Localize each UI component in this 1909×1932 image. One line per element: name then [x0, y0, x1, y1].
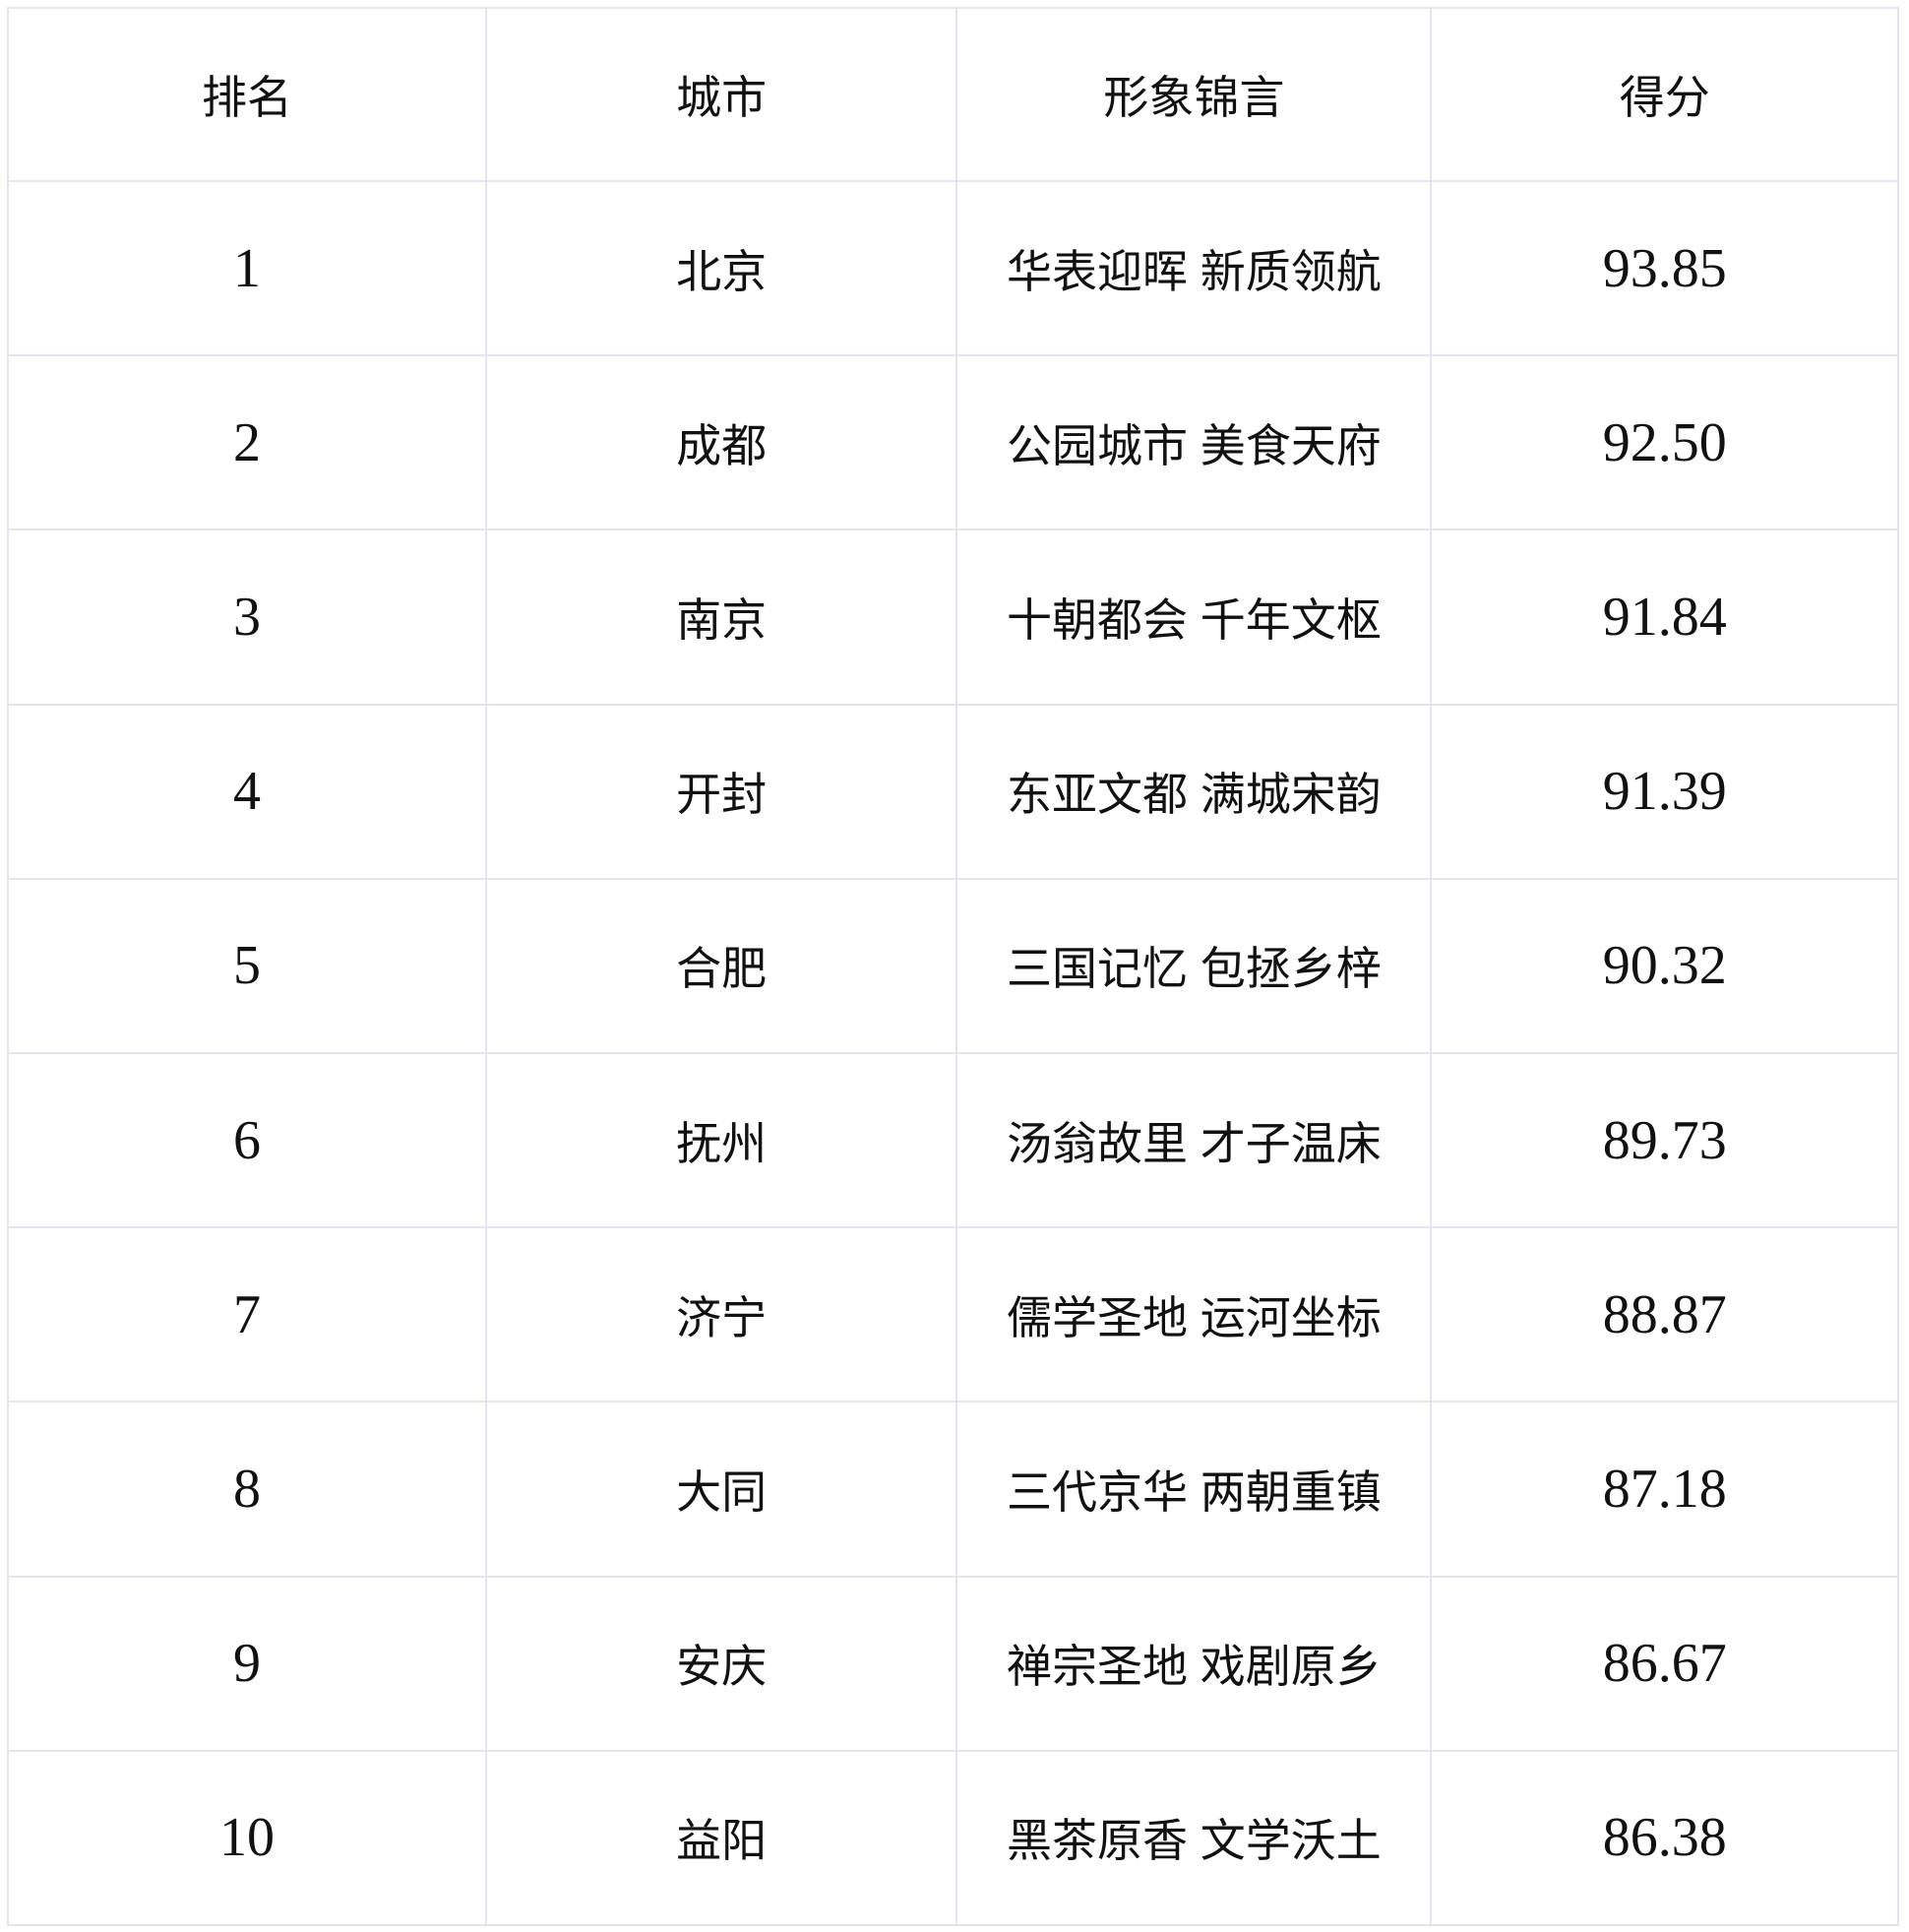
- table-row: 2 成都 公园城市 美食天府 92.50: [7, 354, 1899, 531]
- table-row: 1 北京 华表迎晖 新质领航 93.85: [7, 179, 1899, 357]
- ranking-table-container: 排名 城市 形象锦言 得分 1 北京 华表迎晖 新质领航 93.85 2 成都 …: [7, 7, 1899, 1927]
- column-header-city: 城市: [484, 7, 958, 182]
- score-cell: 91.84: [1430, 529, 1899, 706]
- rank-cell: 10: [7, 1749, 487, 1927]
- score-cell: 87.18: [1430, 1401, 1899, 1578]
- slogan-cell: 东亚文都 满城宋韵: [955, 703, 1433, 880]
- column-header-rank: 排名: [7, 7, 487, 182]
- rank-cell: 2: [7, 354, 487, 531]
- score-cell: 93.85: [1430, 179, 1899, 357]
- rank-cell: 7: [7, 1226, 487, 1403]
- score-cell: 86.67: [1430, 1575, 1899, 1752]
- rank-cell: 6: [7, 1051, 487, 1229]
- rank-cell: 3: [7, 529, 487, 706]
- score-cell: 88.87: [1430, 1226, 1899, 1403]
- table-row: 9 安庆 禅宗圣地 戏剧原乡 86.67: [7, 1575, 1899, 1752]
- table-row: 10 益阳 黑茶原香 文学沃土 86.38: [7, 1749, 1899, 1927]
- score-cell: 91.39: [1430, 703, 1899, 880]
- table-row: 8 大同 三代京华 两朝重镇 87.18: [7, 1401, 1899, 1578]
- rank-cell: 4: [7, 703, 487, 880]
- table-row: 5 合肥 三国记忆 包拯乡梓 90.32: [7, 877, 1899, 1054]
- score-cell: 90.32: [1430, 877, 1899, 1054]
- city-cell: 抚州: [484, 1051, 958, 1229]
- slogan-cell: 十朝都会 千年文枢: [955, 529, 1433, 706]
- rank-cell: 5: [7, 877, 487, 1054]
- city-ranking-table: 排名 城市 形象锦言 得分 1 北京 华表迎晖 新质领航 93.85 2 成都 …: [7, 7, 1899, 1927]
- city-cell: 合肥: [484, 877, 958, 1054]
- table-row: 7 济宁 儒学圣地 运河坐标 88.87: [7, 1226, 1899, 1403]
- header-row: 排名 城市 形象锦言 得分: [7, 7, 1899, 182]
- rank-cell: 9: [7, 1575, 487, 1752]
- table-row: 4 开封 东亚文都 满城宋韵 91.39: [7, 703, 1899, 880]
- slogan-cell: 三代京华 两朝重镇: [955, 1401, 1433, 1578]
- city-cell: 益阳: [484, 1749, 958, 1927]
- slogan-cell: 公园城市 美食天府: [955, 354, 1433, 531]
- slogan-cell: 三国记忆 包拯乡梓: [955, 877, 1433, 1054]
- slogan-cell: 汤翁故里 才子温床: [955, 1051, 1433, 1229]
- table-row: 3 南京 十朝都会 千年文枢 91.84: [7, 529, 1899, 706]
- city-cell: 成都: [484, 354, 958, 531]
- slogan-cell: 禅宗圣地 戏剧原乡: [955, 1575, 1433, 1752]
- rank-cell: 8: [7, 1401, 487, 1578]
- rank-cell: 1: [7, 179, 487, 357]
- city-cell: 南京: [484, 529, 958, 706]
- city-cell: 北京: [484, 179, 958, 357]
- column-header-slogan: 形象锦言: [955, 7, 1433, 182]
- city-cell: 开封: [484, 703, 958, 880]
- column-header-score: 得分: [1430, 7, 1899, 182]
- slogan-cell: 华表迎晖 新质领航: [955, 179, 1433, 357]
- city-cell: 大同: [484, 1401, 958, 1578]
- score-cell: 92.50: [1430, 354, 1899, 531]
- score-cell: 86.38: [1430, 1749, 1899, 1927]
- slogan-cell: 黑茶原香 文学沃土: [955, 1749, 1433, 1927]
- city-cell: 安庆: [484, 1575, 958, 1752]
- slogan-cell: 儒学圣地 运河坐标: [955, 1226, 1433, 1403]
- score-cell: 89.73: [1430, 1051, 1899, 1229]
- table-row: 6 抚州 汤翁故里 才子温床 89.73: [7, 1051, 1899, 1229]
- city-cell: 济宁: [484, 1226, 958, 1403]
